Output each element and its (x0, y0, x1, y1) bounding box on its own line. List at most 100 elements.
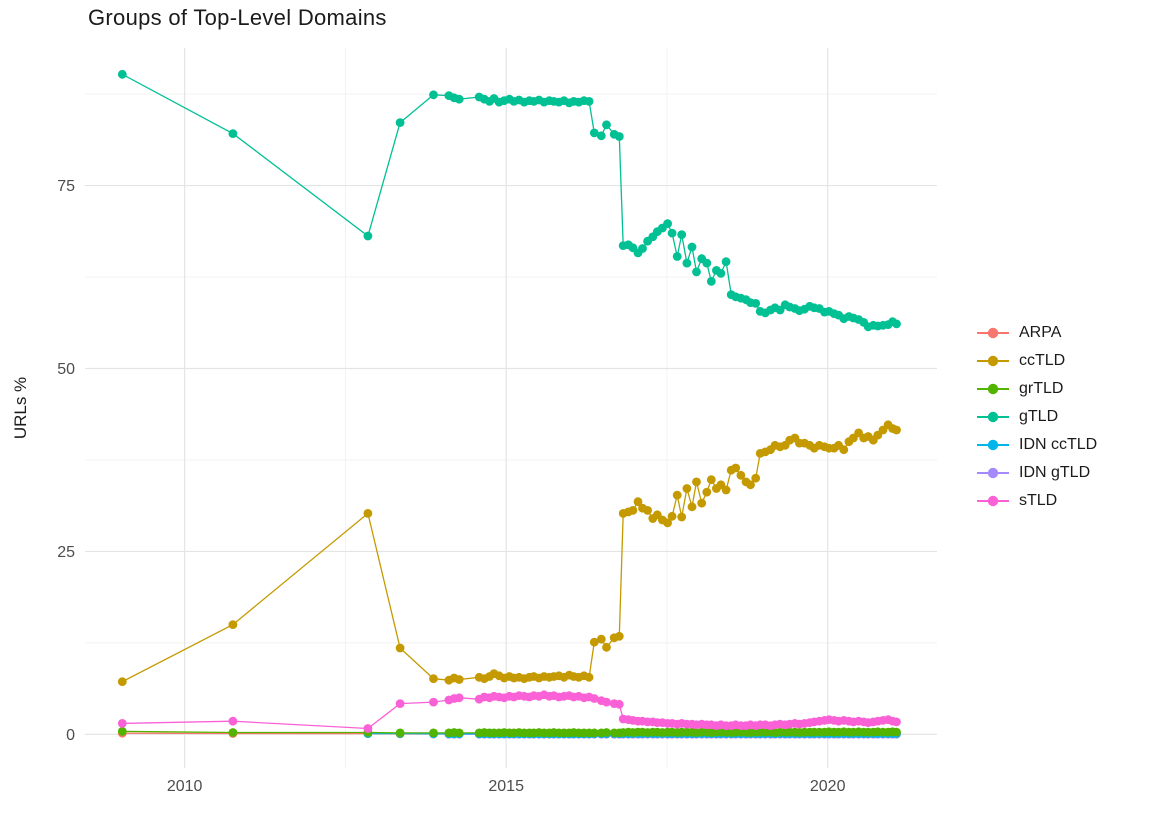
data-point-grtld (395, 728, 405, 738)
legend: ARPA ccTLD grTLD gTLD IDN ccTLD IDN gTLD sTLD (976, 319, 1097, 515)
data-point-cctld (614, 631, 624, 641)
data-point-cctld (692, 477, 701, 487)
data-point-cctld (667, 511, 677, 521)
legend-key-icon (977, 467, 1009, 479)
data-point-cctld (702, 487, 712, 497)
data-point-cctld (228, 620, 238, 629)
chart-title: Groups of Top-Level Domains (88, 5, 387, 30)
data-point-gtld (716, 269, 726, 278)
data-point-gtld (117, 69, 127, 79)
data-point-gtld (692, 267, 701, 277)
legend-key-icon (977, 327, 1009, 339)
legend-key-icon (977, 495, 1009, 507)
data-point-stld (602, 697, 611, 707)
data-point-cctld (751, 473, 761, 483)
data-point-cctld (643, 506, 652, 515)
data-point-cctld (721, 485, 731, 495)
legend-item-stld: sTLD (976, 487, 1097, 515)
data-point-grtld (602, 728, 611, 737)
legend-label: gTLD (1019, 408, 1059, 425)
data-point-gtld (584, 97, 594, 106)
legend-key-icon (977, 439, 1009, 451)
y-tick-label: 0 (66, 727, 75, 744)
data-point-cctld (584, 672, 594, 682)
data-point-cctld (731, 463, 741, 473)
legend-label: IDN ccTLD (1019, 436, 1098, 453)
legend-item-idn-gtld: IDN gTLD (976, 459, 1097, 487)
data-point-gtld (589, 128, 599, 138)
data-point-cctld (687, 502, 697, 512)
data-point-gtld (395, 118, 405, 127)
data-point-gtld (228, 129, 238, 139)
data-point-cctld (596, 634, 606, 644)
legend-item-idn-cctld: IDN ccTLD (976, 431, 1097, 459)
data-point-cctld (395, 643, 405, 653)
y-tick-label: 50 (57, 361, 75, 378)
data-point-stld (395, 699, 405, 708)
data-point-stld (892, 717, 901, 727)
data-point-cctld (663, 518, 672, 528)
y-tick-label: 25 (57, 544, 75, 561)
legend-key-icon (977, 383, 1009, 395)
legend-item-cctld: ccTLD (976, 347, 1097, 375)
data-point-cctld (429, 674, 438, 684)
data-point-grtld (117, 727, 127, 736)
data-point-grtld (892, 727, 901, 737)
data-point-stld (614, 699, 624, 709)
data-point-cctld (602, 642, 611, 652)
legend-label: ARPA (1019, 324, 1062, 341)
data-point-grtld (454, 728, 464, 738)
data-point-grtld (589, 728, 599, 738)
legend-item-gtld: gTLD (976, 403, 1097, 431)
legend-label: ccTLD (1019, 352, 1066, 369)
data-point-gtld (687, 242, 697, 252)
data-point-cctld (363, 509, 373, 518)
data-point-gtld (672, 252, 682, 261)
data-point-gtld (429, 90, 438, 100)
data-point-gtld (596, 131, 606, 141)
data-point-cctld (454, 675, 464, 684)
data-point-stld (589, 694, 599, 703)
series-line-gtld (121, 73, 897, 328)
legend-label: grTLD (1019, 380, 1064, 397)
data-point-cctld (677, 512, 687, 522)
data-point-gtld (702, 258, 712, 268)
y-tick-label: 75 (57, 178, 75, 195)
data-point-gtld (706, 277, 716, 286)
data-point-cctld (697, 498, 707, 508)
data-point-cctld (589, 637, 599, 647)
data-point-gtld (454, 94, 464, 104)
legend-label: sTLD (1019, 492, 1058, 509)
data-point-gtld (892, 319, 901, 329)
x-tick-label: 2020 (810, 778, 846, 795)
x-tick-label: 2010 (167, 778, 203, 795)
data-point-stld (454, 693, 464, 703)
data-point-gtld (614, 132, 624, 141)
data-point-cctld (672, 490, 682, 500)
legend-item-grtld: grTLD (976, 375, 1097, 403)
data-point-gtld (638, 244, 647, 253)
data-point-gtld (363, 231, 373, 241)
legend-key-icon (977, 411, 1009, 423)
data-point-cctld (628, 506, 638, 515)
data-point-stld (228, 716, 238, 726)
data-point-stld (117, 719, 127, 728)
data-point-gtld (682, 258, 692, 268)
x-tick-label: 2015 (488, 778, 524, 795)
data-point-cctld (117, 677, 127, 687)
legend-item-arpa: ARPA (976, 319, 1097, 347)
data-point-gtld (751, 299, 761, 308)
data-point-cctld (706, 475, 716, 485)
data-point-cctld (633, 497, 643, 507)
data-point-cctld (839, 445, 849, 455)
data-point-gtld (667, 228, 677, 238)
data-point-grtld (429, 728, 438, 738)
data-point-stld (363, 724, 373, 733)
legend-key-icon (977, 355, 1009, 367)
data-point-gtld (663, 219, 672, 229)
data-point-stld (429, 697, 438, 707)
data-point-gtld (677, 230, 687, 240)
data-point-gtld (721, 257, 731, 267)
